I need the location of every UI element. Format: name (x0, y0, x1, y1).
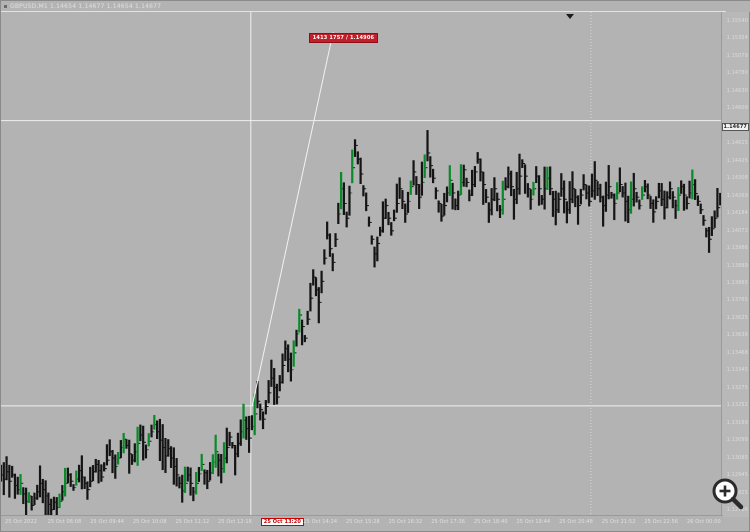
time-axis-tick: 25 Oct 14:24 (303, 519, 338, 525)
price-axis-tick: 1.14630 (726, 87, 748, 94)
price-axis-tick: 1.12945 (726, 472, 748, 479)
price-axis-tick: 1.14780 (726, 70, 748, 77)
price-axis-tick: 1.15079 (726, 52, 748, 59)
chart-plot-area[interactable] (1, 12, 723, 517)
price-axis-tick: 1.14609 (726, 105, 748, 112)
time-axis-tick: 25 Oct 06:08 (47, 519, 82, 525)
time-axis-tick: 25 Oct 19:44 (516, 519, 551, 525)
price-axis-tick: 1.15354 (726, 35, 748, 42)
price-axis-tick: 1.13986 (726, 245, 748, 252)
down-triangle-marker-icon (566, 14, 575, 20)
time-axis-tick: 25 Oct 11:12 (175, 519, 210, 525)
price-axis-tick: 1.14269 (726, 192, 748, 199)
price-axis-tick: 1.12706 (726, 507, 748, 513)
price-axis-tick: 1.14615 (726, 140, 748, 147)
chart-title: GBPUSD,M1 1.14654 1.14677 1.14654 1.1467… (10, 3, 162, 10)
price-axis-tick: 1.13085 (726, 454, 748, 461)
price-axis-tick: 1.13889 (726, 262, 748, 269)
zoom-in-icon[interactable] (711, 477, 745, 511)
time-axis-tick: 25 Oct 22:56 (644, 519, 679, 525)
price-axis-tick: 1.13625 (726, 314, 748, 321)
price-axis-tick: 1.13345 (726, 367, 748, 374)
time-axis-tick: 25 Oct 15:28 (346, 519, 380, 525)
time-axis-tick: 25 Oct 17:36 (431, 519, 466, 525)
price-axis-tick: 1.13252 (726, 402, 748, 409)
time-axis-tick: 25 Oct 21:52 (601, 519, 636, 525)
window-titlebar: GBPUSD,M1 1.14654 1.14677 1.14654 1.1467… (1, 1, 750, 12)
time-axis[interactable]: 25 Oct 2022 25 Oct 06:08 25 Oct 09:44 25 Oc… (1, 515, 723, 531)
time-axis-tick: 25 Oct 12:16 (218, 519, 252, 525)
price-axis-tick: 1.13275 (726, 384, 748, 391)
price-axis-tick: 1.13765 (726, 297, 748, 304)
price-axis-tick: 1.13865 (726, 279, 748, 286)
price-axis-tick: 1.14073 (726, 227, 748, 234)
titlebar-divider (1, 11, 726, 12)
current-time-label[interactable]: 25 Oct 13:20 (260, 518, 304, 526)
time-axis-tick: 25 Oct 18:40 (473, 519, 508, 525)
time-axis-tick: 25 Oct 20:48 (559, 519, 593, 525)
price-axis-tick: 1.13636 (726, 332, 748, 339)
price-series-svg (1, 12, 723, 517)
time-axis-tick: 25 Oct 10:08 (132, 519, 167, 525)
price-axis-tick: 1.13189 (726, 419, 748, 426)
price-axis[interactable]: 1.15540 1.15354 1.15079 1.14780 1.14630 1.146… (721, 12, 749, 517)
price-axis-tick: 1.13468 (726, 349, 748, 356)
axis-corner (735, 517, 749, 531)
time-axis-tick: 25 Oct 09:44 (90, 519, 125, 525)
price-axis-tick: 1.14308 (726, 175, 748, 182)
price-axis-tick: 1.13099 (726, 437, 748, 444)
time-axis-tick: 25 Oct 16:32 (388, 519, 423, 525)
time-axis-tick: 25 Oct 2022 (5, 519, 38, 525)
price-axis-tick: 1.14184 (726, 210, 748, 217)
price-annotation-label[interactable]: 1413 1757 / 1.14906 (308, 33, 379, 44)
time-axis-tick: 26 Oct 00:00 (687, 519, 721, 525)
price-axis-tick: 1.14425 (726, 157, 748, 164)
window-dot-icon (4, 5, 7, 8)
price-axis-tick: 1.15540 (726, 18, 748, 24)
current-price-label[interactable]: 1.14677 (722, 122, 749, 131)
